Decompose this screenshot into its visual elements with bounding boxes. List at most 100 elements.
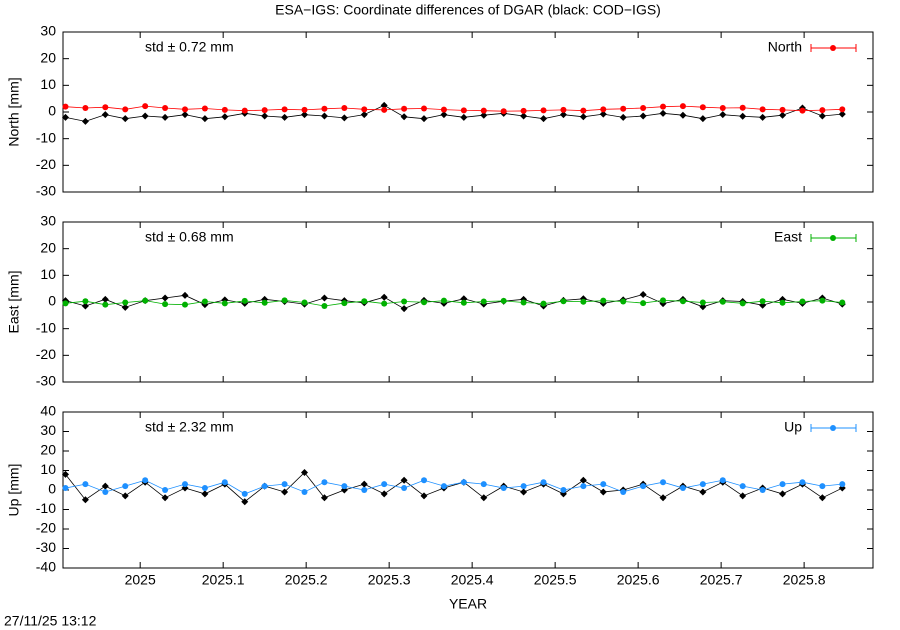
std-annotation: std ± 0.72 mm bbox=[145, 39, 234, 55]
data-point bbox=[361, 487, 368, 493]
data-point bbox=[719, 105, 726, 111]
data-point bbox=[321, 105, 328, 112]
y-tick-label: -20 bbox=[36, 346, 56, 362]
data-point bbox=[102, 104, 109, 111]
x-tick-label: 2025.4 bbox=[451, 572, 494, 588]
legend-swatch bbox=[830, 425, 836, 431]
x-axis-label: YEAR bbox=[449, 596, 487, 612]
y-tick-label: -30 bbox=[36, 183, 56, 199]
series-line bbox=[65, 299, 843, 307]
data-point bbox=[261, 299, 268, 306]
series-line bbox=[65, 104, 843, 122]
data-point bbox=[121, 303, 129, 311]
data-point bbox=[400, 305, 408, 313]
data-point bbox=[301, 468, 309, 476]
data-point bbox=[739, 300, 746, 307]
y-tick-label: -30 bbox=[36, 373, 56, 389]
data-point bbox=[540, 479, 547, 486]
data-point bbox=[440, 297, 447, 304]
data-point bbox=[659, 494, 667, 502]
data-point bbox=[61, 470, 69, 478]
data-point bbox=[162, 301, 169, 308]
data-point bbox=[799, 107, 806, 114]
data-point bbox=[221, 113, 229, 121]
data-point bbox=[81, 117, 89, 125]
std-annotation: std ± 2.32 mm bbox=[145, 419, 234, 435]
data-point bbox=[640, 483, 647, 490]
data-point bbox=[281, 106, 288, 113]
data-point bbox=[81, 496, 89, 504]
data-point bbox=[779, 490, 787, 498]
data-point bbox=[779, 299, 786, 306]
x-tick-label: 2025.2 bbox=[285, 572, 328, 588]
data-point bbox=[520, 112, 528, 120]
y-tick-label: 10 bbox=[40, 76, 56, 92]
x-tick-label: 2025.7 bbox=[700, 572, 743, 588]
data-point bbox=[281, 297, 288, 304]
data-point bbox=[719, 298, 726, 305]
data-point bbox=[699, 115, 707, 123]
data-point bbox=[460, 107, 467, 114]
data-point bbox=[82, 481, 89, 488]
data-point bbox=[241, 498, 249, 506]
plot-frame bbox=[62, 31, 874, 193]
series-line bbox=[65, 471, 843, 503]
data-point bbox=[380, 293, 388, 301]
legend-label: East bbox=[774, 229, 802, 245]
data-point bbox=[161, 294, 169, 302]
data-point bbox=[301, 106, 308, 113]
data-point bbox=[341, 300, 348, 307]
y-tick-label: -20 bbox=[36, 520, 56, 536]
y-tick-label: 20 bbox=[40, 239, 56, 255]
x-tick-label: 2025.5 bbox=[534, 572, 577, 588]
data-point bbox=[739, 104, 746, 111]
data-point bbox=[520, 299, 527, 306]
data-point bbox=[480, 107, 487, 114]
data-point bbox=[559, 111, 567, 119]
data-point bbox=[460, 113, 468, 121]
data-point bbox=[540, 107, 547, 114]
data-point bbox=[679, 485, 686, 492]
figure-title: ESA−IGS: Coordinate differences of DGAR … bbox=[275, 2, 661, 18]
data-point bbox=[241, 297, 248, 304]
data-point bbox=[739, 483, 746, 490]
data-point bbox=[221, 479, 228, 486]
data-point bbox=[659, 109, 667, 117]
data-point bbox=[759, 487, 766, 493]
y-tick-label: -20 bbox=[36, 156, 56, 172]
data-point bbox=[560, 298, 567, 305]
y-axis-label: North [mm] bbox=[6, 77, 22, 146]
data-point bbox=[201, 298, 208, 305]
data-point bbox=[480, 298, 487, 305]
legend-label: North bbox=[768, 39, 802, 55]
data-point bbox=[341, 483, 348, 490]
data-point bbox=[181, 291, 189, 299]
data-point bbox=[102, 301, 109, 308]
data-point bbox=[62, 103, 69, 110]
data-point bbox=[61, 113, 69, 121]
data-point bbox=[62, 300, 69, 307]
data-point bbox=[739, 112, 747, 120]
data-point bbox=[241, 490, 248, 497]
data-point bbox=[799, 479, 806, 486]
data-point bbox=[340, 114, 348, 122]
data-point bbox=[799, 298, 806, 305]
data-point bbox=[301, 488, 308, 495]
data-point bbox=[181, 106, 188, 113]
legend-swatch bbox=[830, 45, 836, 51]
data-point bbox=[360, 111, 368, 119]
data-point bbox=[540, 115, 548, 123]
data-point bbox=[719, 477, 726, 484]
y-tick-label: 30 bbox=[40, 213, 56, 229]
data-point bbox=[699, 303, 707, 311]
data-point bbox=[261, 107, 268, 114]
data-point bbox=[440, 106, 447, 113]
data-point bbox=[221, 106, 228, 113]
y-tick-label: 0 bbox=[48, 103, 56, 119]
data-point bbox=[181, 481, 188, 488]
data-point bbox=[161, 113, 169, 121]
data-point bbox=[380, 490, 388, 498]
data-point bbox=[779, 111, 787, 119]
data-point bbox=[381, 481, 388, 488]
